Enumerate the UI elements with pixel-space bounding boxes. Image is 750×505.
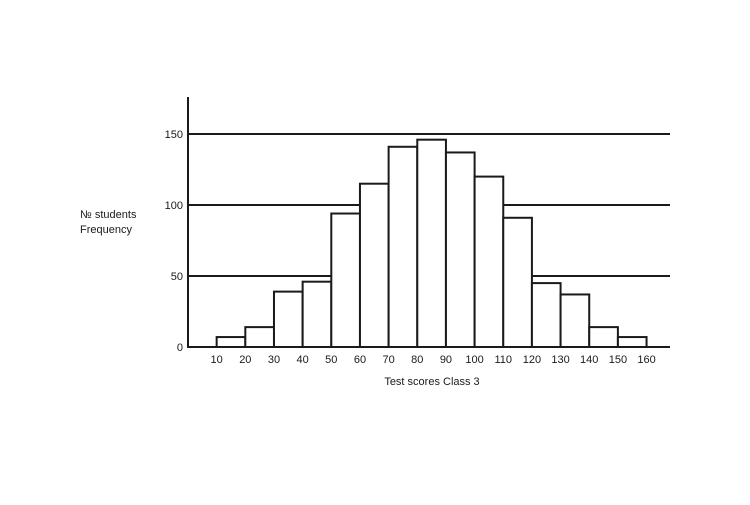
bar-80-90 <box>416 138 447 348</box>
bar-130-140 <box>559 293 591 348</box>
x-tick-label-10: 10 <box>211 354 223 366</box>
bar-150-160 <box>616 336 648 348</box>
y-axis-label-line-1: № students <box>80 209 137 221</box>
y-tick-label-0: 0 <box>177 342 183 354</box>
y-tick-label-50: 50 <box>171 271 183 283</box>
x-tick-label-140: 140 <box>580 354 598 366</box>
bar-10-20 <box>215 336 247 348</box>
x-tick-label-110: 110 <box>494 354 512 366</box>
bar-140-150 <box>588 326 619 348</box>
x-tick-label-50: 50 <box>325 354 337 366</box>
bar-60-70 <box>358 182 390 348</box>
x-tick-label-100: 100 <box>465 354 483 366</box>
y-tick-label-100: 100 <box>165 200 183 212</box>
x-axis-label: Test scores Class 3 <box>384 376 479 388</box>
x-tick-label-40: 40 <box>297 354 309 366</box>
bar-110-120 <box>502 216 533 348</box>
bar-100-110 <box>473 175 505 348</box>
y-axis-label: № students Frequency <box>80 209 137 236</box>
bars <box>215 138 648 349</box>
x-tick-label-120: 120 <box>523 354 541 366</box>
bar-120-130 <box>530 282 562 349</box>
x-tick-label-160: 160 <box>637 354 655 366</box>
x-tick-labels: 10 20 30 40 50 60 70 80 90 100 110 120 130 140 150 160 <box>211 354 656 366</box>
x-tick-label-20: 20 <box>239 354 251 366</box>
y-tick-label-150: 150 <box>165 129 183 141</box>
x-tick-label-90: 90 <box>440 354 452 366</box>
x-tick-label-30: 30 <box>268 354 280 366</box>
x-tick-label-80: 80 <box>411 354 423 366</box>
bar-40-50 <box>301 280 333 348</box>
y-axis-label-line-2: Frequency <box>80 224 132 236</box>
axes <box>187 97 670 348</box>
x-tick-label-70: 70 <box>382 354 394 366</box>
bar-70-80 <box>387 145 419 348</box>
bar-30-40 <box>272 290 304 348</box>
bar-90-100 <box>444 151 476 348</box>
y-tick-labels: 0 50 100 150 <box>165 129 183 354</box>
x-tick-label-130: 130 <box>551 354 569 366</box>
x-tick-label-60: 60 <box>354 354 366 366</box>
bar-20-30 <box>244 326 275 348</box>
x-tick-label-150: 150 <box>609 354 627 366</box>
bar-50-60 <box>330 212 361 348</box>
